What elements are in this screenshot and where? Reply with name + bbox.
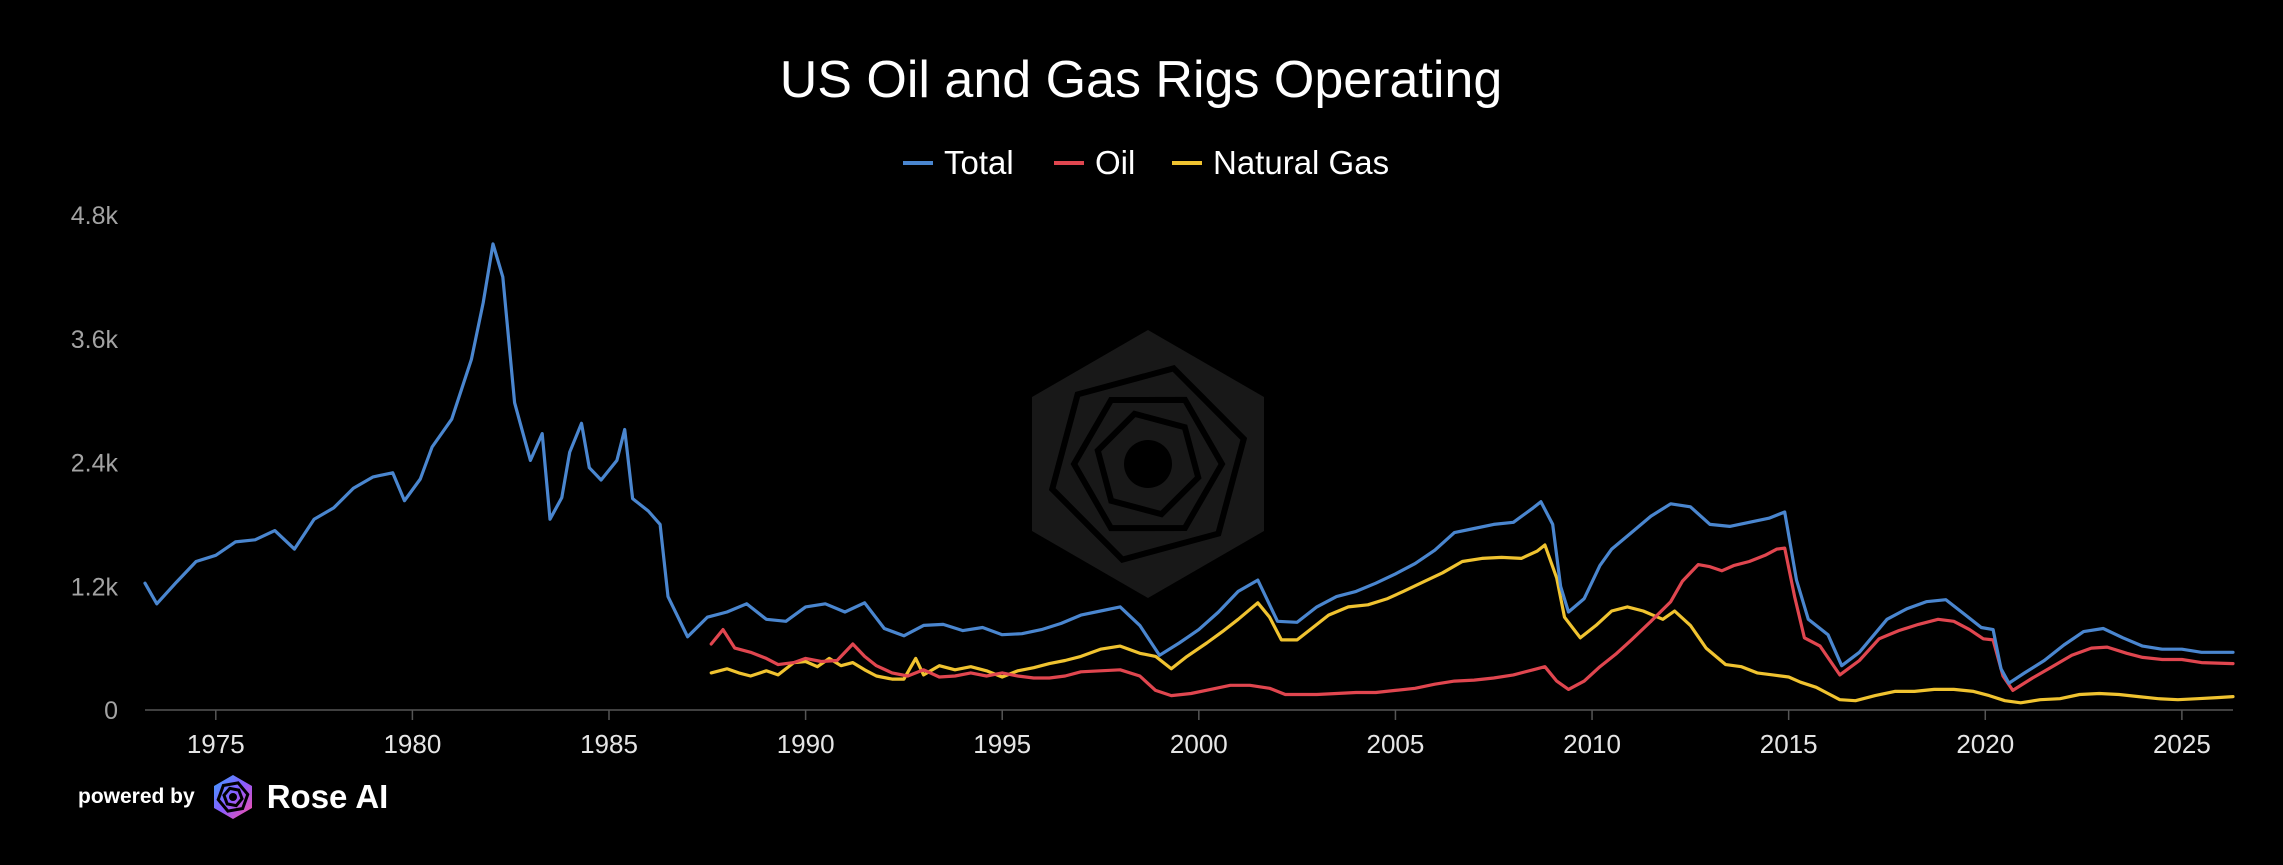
legend: Total Oil Natural Gas <box>903 144 1389 181</box>
series-lines <box>143 242 2235 705</box>
x-tick-label-1975: 1975 <box>187 729 245 759</box>
rose-ai-name: Rose AI <box>266 778 389 815</box>
legend-label-total: Total <box>944 144 1014 181</box>
watermark-logo-icon <box>1032 330 1264 598</box>
y-tick-label-2400: 2.4k <box>71 450 119 478</box>
x-tick-label-2015: 2015 <box>1760 729 1818 759</box>
x-tick-label-2005: 2005 <box>1367 729 1425 759</box>
x-tick-label-2025: 2025 <box>2153 729 2211 759</box>
x-tick-label-1980: 1980 <box>383 729 441 759</box>
x-tick-label-2000: 2000 <box>1170 729 1228 759</box>
powered-by-label: powered by <box>78 785 195 808</box>
x-tick-label-2020: 2020 <box>1956 729 2014 759</box>
y-tick-label-3600: 3.6k <box>71 326 119 354</box>
x-tick-label-1995: 1995 <box>973 729 1031 759</box>
y-tick-label-4800: 4.8k <box>71 202 119 230</box>
axes: 0 1.2k 2.4k 3.6k 4.8k 1975 1980 1985 1990 1995 200… <box>71 202 2233 759</box>
legend-label-oil: Oil <box>1095 144 1135 181</box>
y-tick-label-1200: 1.2k <box>71 573 119 601</box>
legend-label-gas: Natural Gas <box>1213 144 1389 181</box>
chart-title: US Oil and Gas Rigs Operating <box>780 51 1503 109</box>
x-tick-label-1990: 1990 <box>777 729 835 759</box>
series-line-total <box>143 242 2235 685</box>
legend-item-oil[interactable]: Oil <box>1054 144 1135 181</box>
legend-item-total[interactable]: Total <box>903 144 1014 181</box>
x-tick-label-2010: 2010 <box>1563 729 1621 759</box>
legend-item-gas[interactable]: Natural Gas <box>1172 144 1389 181</box>
rose-ai-logo-icon <box>213 775 252 819</box>
branding[interactable]: powered by Rose AI <box>78 772 388 822</box>
x-tick-label-1985: 1985 <box>580 729 638 759</box>
series-line-oil <box>709 546 2235 698</box>
y-tick-label-0: 0 <box>104 697 118 725</box>
series-line-gas <box>709 543 2235 705</box>
